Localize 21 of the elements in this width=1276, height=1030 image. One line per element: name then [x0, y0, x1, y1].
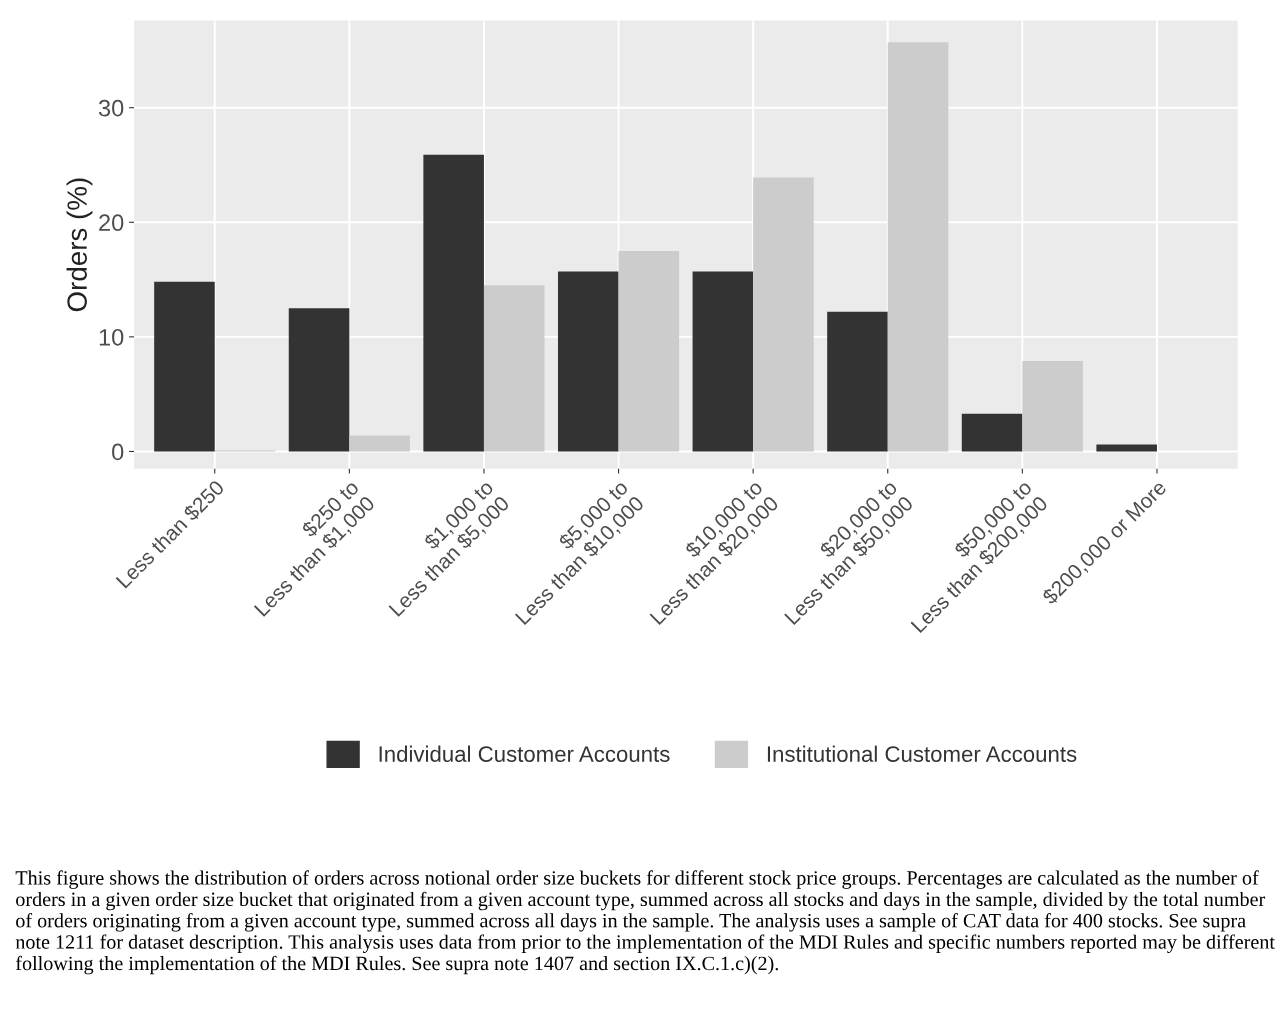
bar	[423, 154, 484, 452]
bar	[887, 42, 949, 452]
y-tick-label: 10	[99, 328, 124, 346]
bar	[827, 311, 888, 452]
legend-label: Individual Customer Accounts	[379, 745, 670, 762]
bar	[288, 308, 350, 452]
text: This figure shows the distribution of orders across notional order size buckets for different stock price groups. Percentages are calculated as the number of orders in a given order size bucket that originated from a given account type, summed across all stocks and days in the sample, divided by the total number of orders originating from a given account type, summed across all days in the sample. The analysis uses a sample of CAT data for 400 stocks. See supra note 1211 for dataset description. This analysis uses data from prior to the implementation of the MDI Rules and specific numbers reported may be different following the implementation of the MDI Rules. See supra note 1407 and section IX.C.1.c)(2).	[15, 870, 1275, 975]
bar	[1022, 360, 1083, 452]
bar	[483, 285, 545, 452]
y-tick-label: 30	[98, 99, 124, 117]
bar	[692, 271, 754, 452]
y-axis-title: Orders (%)	[66, 178, 93, 312]
bar	[961, 413, 1023, 452]
bar	[154, 281, 215, 452]
legend-label: Institutional Customer Accounts	[767, 745, 1077, 762]
bar	[753, 177, 814, 452]
y-tick-label: 0	[112, 443, 124, 461]
bar	[349, 435, 410, 452]
bar	[618, 250, 680, 452]
y-tick-label: 20	[99, 214, 124, 232]
bar	[557, 271, 619, 452]
